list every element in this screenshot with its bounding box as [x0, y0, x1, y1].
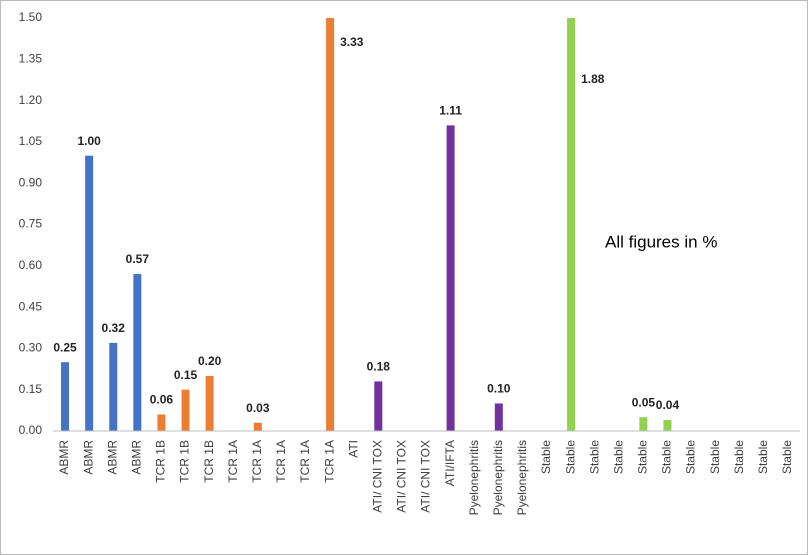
bar [109, 342, 118, 431]
x-tick-label: Stable [660, 440, 674, 474]
y-tick-label: 1.05 [19, 134, 43, 148]
bar [374, 381, 383, 431]
data-label: 1.88 [581, 72, 605, 86]
x-tick-label: TCR 1B [178, 440, 192, 483]
bar [446, 125, 455, 431]
data-label: 3.33 [340, 35, 364, 49]
bar [205, 375, 214, 431]
data-label: 0.25 [53, 340, 77, 354]
x-tick-label: Stable [611, 440, 625, 474]
bar [326, 18, 335, 431]
x-tick-label: TCR 1B [154, 440, 168, 483]
y-tick-label: 0.30 [19, 341, 43, 355]
x-tick-label: Stable [563, 440, 577, 474]
x-tick-label: Pyelonephritis [467, 440, 481, 515]
data-label: 0.06 [150, 393, 174, 407]
data-label: 0.03 [246, 401, 270, 415]
x-tick-label: Stable [587, 440, 601, 474]
x-tick-label: ATI [346, 440, 360, 458]
x-tick-label: TCR 1B [202, 440, 216, 483]
x-tick-label: Stable [756, 440, 770, 474]
data-label: 0.18 [367, 360, 391, 374]
bar [85, 155, 94, 431]
data-label: 0.05 [632, 395, 656, 409]
data-label: 0.15 [174, 368, 198, 382]
x-tick-label: Stable [732, 440, 746, 474]
x-tick-label: ATI/ CNI TOX [370, 440, 384, 513]
x-tick-label: TCR 1A [250, 440, 264, 483]
x-tick-label: ABMR [81, 440, 95, 475]
x-tick-label: TCR 1A [226, 440, 240, 483]
y-tick-label: 0.45 [19, 299, 43, 313]
y-tick-label: 0.60 [19, 258, 43, 272]
x-tick-label: Stable [780, 440, 794, 474]
y-tick-label: 1.50 [19, 10, 43, 24]
bar [663, 419, 672, 431]
x-tick-label: ATI/ CNI TOX [419, 440, 433, 513]
y-tick-label: 0.90 [19, 175, 43, 189]
data-label: 0.32 [102, 321, 126, 335]
bar [61, 362, 70, 431]
bar [494, 403, 503, 431]
bar [253, 422, 262, 431]
x-tick-label: Stable [539, 440, 553, 474]
x-tick-label: ATI/ CNI TOX [395, 440, 409, 513]
y-tick-label: 0.75 [19, 217, 43, 231]
bar [639, 417, 648, 431]
y-tick-label: 1.20 [19, 93, 43, 107]
x-tick-label: TCR 1A [298, 440, 312, 483]
data-label: 0.20 [198, 354, 222, 368]
bar [567, 18, 576, 431]
x-tick-label: ABMR [105, 440, 119, 475]
bar [157, 414, 166, 431]
x-tick-label: Pyelonephritis [515, 440, 529, 515]
bar [181, 389, 190, 431]
x-tick-label: Stable [636, 440, 650, 474]
x-tick-label: Stable [684, 440, 698, 474]
bars [61, 18, 672, 431]
data-label: 1.00 [77, 134, 101, 148]
y-tick-label: 0.00 [19, 423, 43, 437]
data-label: 0.57 [126, 252, 150, 266]
data-label: 0.10 [487, 382, 511, 396]
x-tick-label: ABMR [130, 440, 144, 475]
bar [133, 274, 142, 431]
x-tick-label: ABMR [57, 440, 71, 475]
x-tick-label: Stable [708, 440, 722, 474]
annotation: All figures in % [605, 232, 717, 251]
y-tick-label: 1.35 [19, 51, 43, 65]
x-tick-label: ATI/IFTA [443, 440, 457, 486]
data-label: 0.04 [656, 398, 680, 412]
x-tick-label: TCR 1A [274, 440, 288, 483]
x-tick-label: TCR 1A [322, 440, 336, 483]
data-label: 1.11 [439, 104, 462, 118]
y-tick-label: 0.15 [19, 382, 43, 396]
x-tick-label: Pyelonephritis [491, 440, 505, 515]
